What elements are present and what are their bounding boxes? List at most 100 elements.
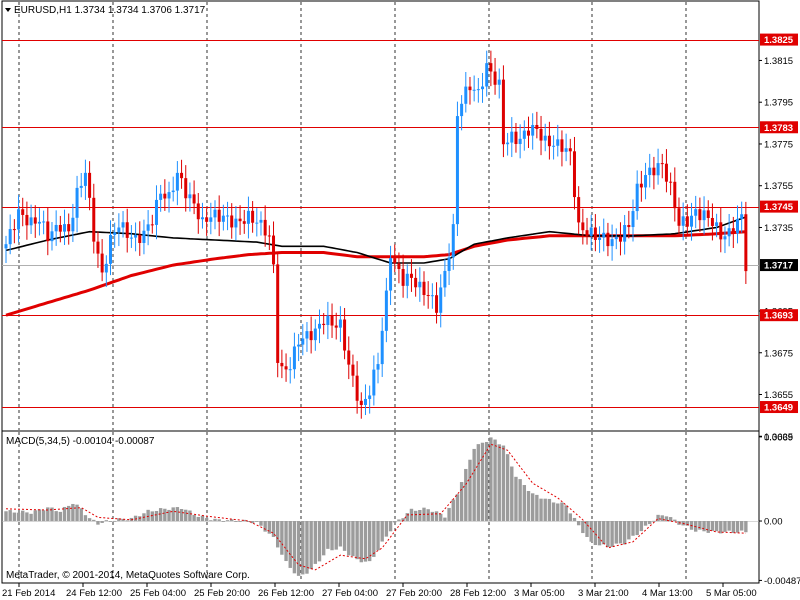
candle-body [150,224,154,226]
time-tick-label: 24 Feb 12:00 [66,588,122,599]
macd-bar [12,512,17,522]
candle-body [685,216,689,227]
macd-bar [54,511,58,522]
macd-bar [58,511,63,522]
price-tick-label: 1.3655 [764,390,793,401]
macd-bar [242,519,246,522]
macd-bar [522,485,527,522]
time-tick-label: 25 Feb 20:00 [194,588,250,599]
candle-body [690,215,694,227]
macd-bar [21,510,25,522]
candle-body [29,217,33,226]
candle-body [305,331,309,339]
macd-bar [464,468,468,522]
candle-body [134,234,138,238]
candle-body [284,366,288,370]
candle-body [602,232,606,238]
macd-bar [246,521,251,522]
macd-bar [405,513,409,522]
macd-bar [472,448,476,522]
macd-signal-line [5,443,746,571]
candlesticks [4,50,748,419]
time-tick-label: 26 Feb 12:00 [258,588,314,599]
macd-bar [83,515,88,522]
candle-body [439,287,443,313]
macd-bar [739,521,744,531]
price-tick-label: 1.3775 [764,139,793,150]
candle-body [238,218,242,222]
macd-bar [92,519,96,522]
candle-body [259,219,263,223]
macd-bar [213,518,217,522]
macd-bar [430,511,435,522]
macd-bar [660,515,664,522]
macd-bar [25,512,29,522]
macd-bar [439,513,443,522]
candle-body [359,400,363,405]
candle-body [154,199,158,225]
candle-body [297,344,301,347]
slow-moving-average-line [5,230,747,317]
candle-body [635,183,639,212]
macd-bar [702,521,706,532]
macd-bar [296,521,301,576]
candle-body [184,178,188,199]
candle-body [255,222,259,224]
macd-bar [706,521,710,533]
macd-bar [589,521,593,542]
macd-bar [455,494,460,522]
current-price-badge-label: 1.3717 [764,261,793,272]
candle-body [409,273,413,278]
macd-bar [459,482,464,522]
macd-pane-frame [1,430,760,584]
time-tick-label: 5 Mar 05:00 [706,588,757,599]
macd-bar [276,521,280,548]
candle-body [472,89,476,91]
candle-body [33,217,37,224]
candle-body [58,224,62,232]
macd-bar [16,512,21,522]
macd-bar [87,518,92,522]
macd-bar [217,519,221,522]
candle-body [234,218,238,228]
macd-tick-label: 0.0069 [764,432,793,443]
candle-body [673,181,677,209]
macd-bar [698,521,702,530]
candle-body [623,225,627,242]
macd-bar [639,521,644,532]
candle-body [226,215,230,217]
macd-bar [376,521,380,551]
candle-body [338,319,342,328]
time-axis: 21 Feb 2014 24 Feb 12:00 25 Feb 04:00 25 Fe… [2,583,757,599]
macd-bar [67,505,71,522]
chart-menu-triangle-icon[interactable] [5,8,11,12]
candle-body [159,193,163,200]
candle-body [217,209,221,222]
candle-body [527,130,530,136]
macd-bar [79,508,83,522]
macd-bar [493,439,497,522]
candle-body [368,395,372,399]
macd-bar [163,508,167,522]
candle-body [455,116,459,225]
macd-bar [154,511,159,522]
candle-body [129,237,133,239]
candle-body [272,235,276,265]
candle-body [660,163,664,165]
candle-body [117,227,121,233]
macd-bar [485,441,489,522]
macd-bar [326,521,330,549]
macd-bar [397,519,401,522]
price-tick-label: 1.3755 [764,181,793,192]
candle-body [522,130,526,139]
macd-bar [71,503,75,522]
candle-body [326,315,330,326]
candle-body [510,131,514,143]
candle-body [614,236,618,240]
macd-bar [564,505,568,522]
macd-bar [351,521,355,557]
candle-body [568,148,572,152]
candle-body [481,86,485,90]
macd-bar [723,521,727,532]
